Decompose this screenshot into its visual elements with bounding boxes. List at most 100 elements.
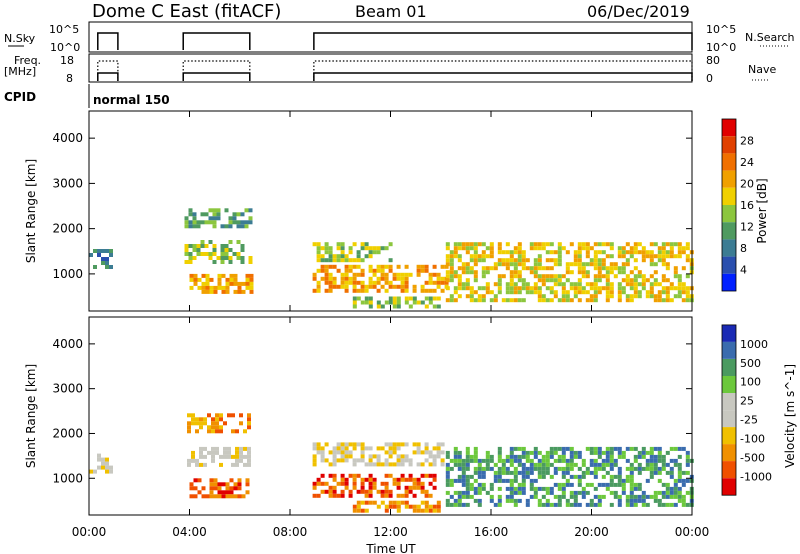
echo-cell xyxy=(376,276,381,281)
x-tick-label: 20:00 xyxy=(574,525,609,539)
echo-cell xyxy=(661,290,666,295)
echo-cell xyxy=(685,458,690,463)
echo-cell xyxy=(621,246,626,251)
echo-cell xyxy=(424,450,429,455)
echo-cell xyxy=(109,465,113,470)
echo-cell xyxy=(641,274,646,279)
echo-cell xyxy=(561,450,566,455)
echo-cell xyxy=(245,285,250,290)
echo-cell xyxy=(661,242,666,247)
echo-cell xyxy=(380,500,385,505)
echo-cell xyxy=(221,285,226,290)
echo-cell xyxy=(376,504,381,509)
echo-cell xyxy=(424,500,429,505)
echo-cell xyxy=(557,466,562,471)
echo-cell xyxy=(449,258,454,263)
echo-cell xyxy=(513,282,518,287)
echo-cell xyxy=(396,296,401,301)
echo-cell xyxy=(412,284,417,289)
echo-cell xyxy=(557,258,562,263)
echo-cell xyxy=(481,286,486,291)
echo-cell xyxy=(324,288,329,293)
echo-cell xyxy=(200,244,205,248)
echo-cell xyxy=(356,504,361,509)
echo-cell xyxy=(581,490,586,495)
echo-cell xyxy=(493,266,498,271)
echo-cell xyxy=(657,470,662,475)
echo-cell xyxy=(225,486,230,491)
echo-cell xyxy=(340,477,345,482)
echo-cell xyxy=(324,276,329,281)
echo-cell xyxy=(637,242,642,247)
echo-cell xyxy=(525,454,530,459)
echo-cell xyxy=(449,502,454,507)
echo-cell xyxy=(545,458,550,463)
echo-cell xyxy=(649,466,654,471)
echo-cell xyxy=(681,250,686,255)
echo-cell xyxy=(352,288,357,293)
echo-cell xyxy=(657,490,662,495)
echo-cell xyxy=(613,458,618,463)
echo-cell xyxy=(372,500,377,505)
echo-cell xyxy=(621,262,626,267)
echo-cell xyxy=(212,260,217,264)
echo-cell xyxy=(529,482,534,487)
echo-cell xyxy=(356,258,361,263)
echo-cell xyxy=(533,454,538,459)
echo-cell xyxy=(380,284,385,289)
echo-cell xyxy=(649,474,654,479)
echo-cell xyxy=(461,494,466,499)
echo-cell xyxy=(561,486,566,491)
echo-cell xyxy=(228,220,233,225)
echo-cell xyxy=(356,296,361,301)
echo-cell xyxy=(184,244,189,248)
echo-cell xyxy=(597,258,602,263)
echo-cell xyxy=(593,266,598,271)
echo-cell xyxy=(316,268,321,273)
echo-cell xyxy=(368,304,373,309)
echo-cell xyxy=(577,482,582,487)
echo-cell xyxy=(601,258,606,263)
echo-cell xyxy=(597,498,602,503)
echo-cell xyxy=(445,286,450,291)
echo-cell xyxy=(240,248,245,252)
echo-cell xyxy=(239,421,243,426)
echo-cell xyxy=(577,262,582,267)
echo-cell xyxy=(533,478,538,483)
echo-cell xyxy=(89,469,93,474)
echo-cell xyxy=(561,290,566,295)
echo-cell xyxy=(392,300,397,305)
echo-cell xyxy=(609,262,614,267)
echo-cell xyxy=(384,288,389,293)
echo-cell xyxy=(213,486,218,491)
echo-cell xyxy=(453,250,458,255)
echo-cell xyxy=(549,290,554,295)
echo-cell xyxy=(237,482,242,487)
echo-cell xyxy=(223,450,227,455)
echo-cell xyxy=(629,246,634,251)
echo-cell xyxy=(581,474,586,479)
colorbar-swatch xyxy=(722,461,736,479)
echo-cell xyxy=(677,462,682,467)
echo-cell xyxy=(497,450,502,455)
echo-cell xyxy=(513,470,518,475)
echo-cell xyxy=(424,304,429,309)
echo-cell xyxy=(205,494,210,499)
echo-cell xyxy=(609,474,614,479)
echo-cell xyxy=(545,242,550,247)
echo-cell xyxy=(593,294,598,299)
echo-cell xyxy=(219,417,223,422)
echo-cell xyxy=(424,280,429,285)
echo-cell xyxy=(195,458,199,463)
echo-cell xyxy=(223,454,227,459)
echo-cell xyxy=(481,270,486,275)
echo-cell xyxy=(336,493,341,498)
echo-cell xyxy=(228,240,233,244)
echo-cell xyxy=(569,482,574,487)
echo-cell xyxy=(224,252,229,256)
echo-cell xyxy=(416,300,421,305)
echo-cell xyxy=(356,458,361,463)
echo-cell xyxy=(625,446,630,451)
echo-cell xyxy=(501,470,506,475)
freq-on-segment xyxy=(313,72,693,81)
